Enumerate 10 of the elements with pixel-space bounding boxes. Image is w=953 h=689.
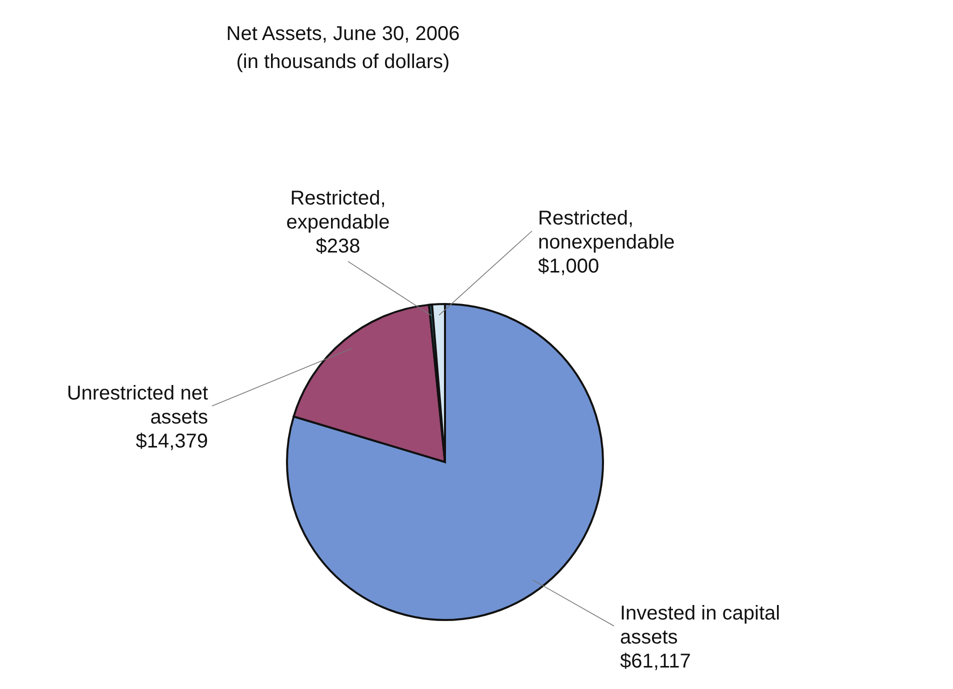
data-label: $238 — [316, 235, 360, 258]
chart-title: Net Assets, June 30, 2006 — [225, 22, 461, 47]
slice-label: Invested in capital assets — [620, 602, 780, 648]
data-label: $1,000 — [538, 255, 600, 278]
slice-label: Restricted, nonexpendable — [538, 207, 675, 254]
data-label: $61,117 — [620, 650, 691, 672]
slice-label: Unrestricted net assets — [66, 382, 208, 428]
slice-label: Restricted, expendable — [286, 187, 390, 234]
chart-subtitle: (in thousands of dollars) — [235, 50, 451, 75]
data-label: $14,379 — [136, 430, 208, 452]
